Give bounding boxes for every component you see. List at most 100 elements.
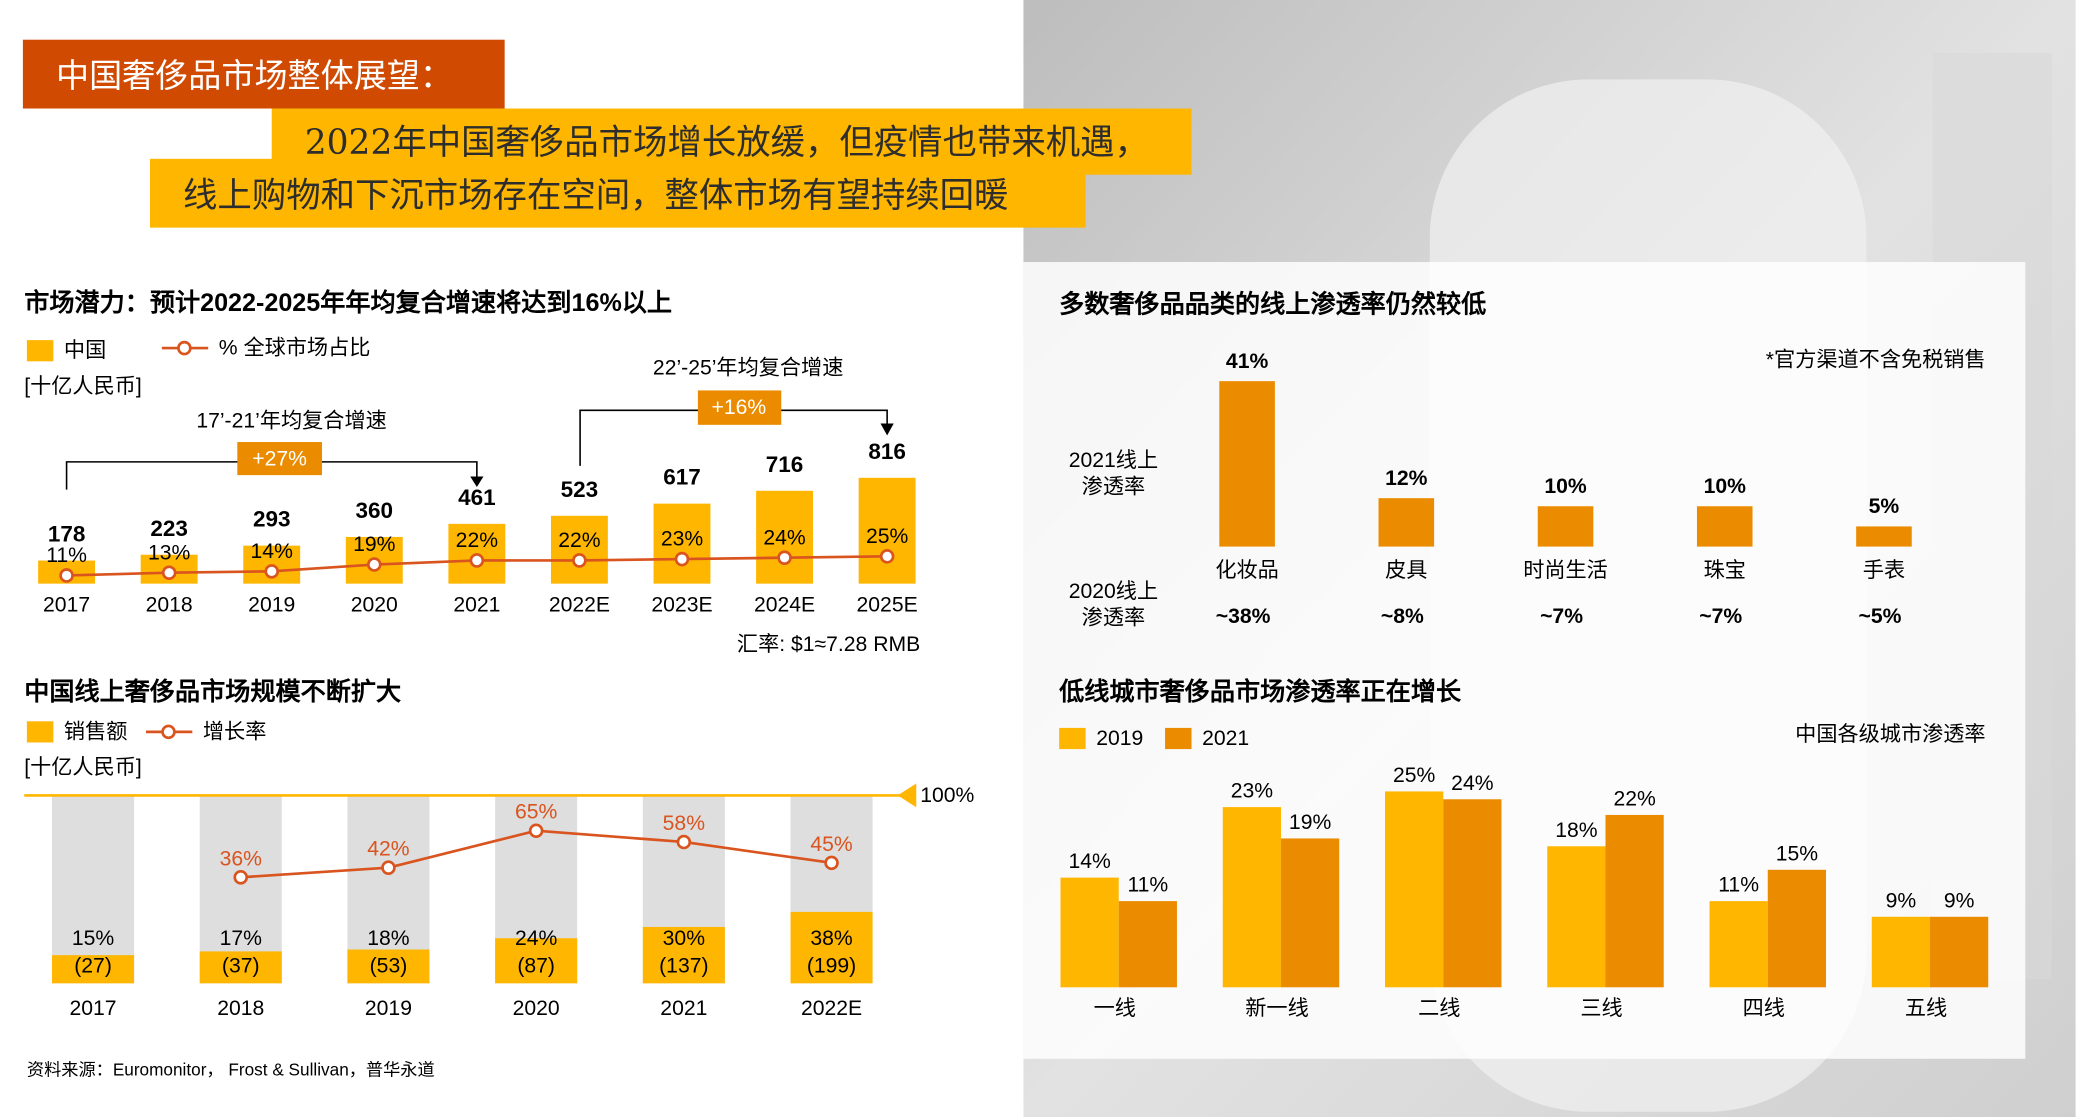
line-point: [264, 564, 279, 579]
data-label: 13%: [148, 541, 191, 564]
data-label: 14%: [251, 540, 294, 563]
x-tick-label: 2018: [146, 593, 193, 616]
bar: [1537, 506, 1594, 547]
row-label: 2021线上渗透率: [1068, 449, 1159, 499]
data-label: 24%: [763, 526, 806, 549]
bar: [858, 477, 916, 584]
legend-label: 2021: [1202, 727, 1249, 750]
bar: [1709, 901, 1768, 988]
bar: [790, 911, 873, 984]
data-label: ~7%: [1699, 605, 1742, 628]
bar: [1605, 814, 1664, 988]
arrow: [470, 476, 484, 488]
bar: [1443, 799, 1502, 988]
data-label: 461: [458, 485, 496, 510]
line-point: [59, 568, 74, 583]
full-bar: [52, 795, 135, 984]
data-label: 58%: [663, 812, 706, 835]
chart-title: 市场潜力：预计2022-2025年年均复合增速将达到16%以上: [24, 288, 672, 317]
bar: [1385, 791, 1444, 988]
legend-swatch: [1059, 727, 1086, 750]
data-label: 22%: [558, 529, 601, 552]
bar: [1767, 869, 1826, 988]
data-label: 25%: [866, 525, 909, 548]
data-label: 24%: [1451, 772, 1494, 795]
data-label: 12%: [1385, 467, 1428, 490]
x-tick-label: 手表: [1863, 558, 1905, 582]
annotation: +27%: [252, 448, 307, 471]
note: 中国各级城市渗透率: [1795, 722, 1985, 746]
x-tick-label: 2018: [217, 997, 264, 1020]
line-point: [381, 860, 396, 875]
data-label: 36%: [220, 847, 263, 870]
data-label: 11%: [46, 544, 87, 567]
reference-marker: [897, 783, 917, 808]
x-tick-label: 2022E: [549, 593, 610, 616]
legend-label: 2019: [1096, 727, 1143, 750]
x-tick-label: 2019: [365, 997, 412, 1020]
unit: [十亿人民币]: [24, 755, 142, 779]
headline: 2022年中国奢侈品市场增长放缓，但疫情也带来机遇，: [305, 123, 1149, 163]
bar: [642, 926, 725, 984]
source: 资料来源：Euromonitor， Frost & Sullivan，普华永道: [27, 1059, 435, 1079]
bar: [1930, 916, 1989, 988]
x-tick-label: 2022E: [801, 997, 862, 1020]
row-label-box: 2021线上渗透率: [1068, 449, 1159, 499]
line-point: [879, 549, 895, 564]
data-label: 617: [663, 465, 701, 490]
bar: [1547, 846, 1606, 988]
line-point: [367, 557, 382, 572]
row-label-box: 2020线上渗透率: [1069, 581, 1158, 630]
data-label: 18%: [1555, 819, 1598, 842]
line-point: [676, 834, 692, 850]
x-tick-label: 五线: [1905, 996, 1947, 1020]
data-label: 15%: [72, 927, 115, 950]
line-point: [674, 551, 690, 567]
annotation-box: [237, 442, 323, 476]
x-tick-label: 2020: [513, 997, 560, 1020]
data-label: 22%: [456, 529, 499, 552]
x-tick-label: 一线: [1094, 996, 1136, 1020]
chart-title: 多数奢侈品品类的线上渗透率仍然较低: [1059, 289, 1486, 318]
x-tick-label: 2019: [248, 593, 295, 616]
bar: [1060, 877, 1119, 988]
legend-swatch: [1165, 727, 1192, 750]
bar: [347, 949, 430, 984]
chart-title: 中国线上奢侈品市场规模不断扩大: [24, 677, 401, 706]
x-tick-label: 四线: [1743, 996, 1785, 1020]
arrow: [880, 423, 894, 436]
x-tick-label: 2025E: [857, 593, 918, 616]
bar: [52, 955, 135, 984]
x-tick-label: 时尚生活: [1523, 558, 1608, 582]
bar: [756, 490, 814, 584]
data-label: 716: [766, 452, 804, 477]
annotation-box: [697, 390, 782, 425]
bar: [1696, 506, 1753, 547]
line-point: [161, 565, 177, 581]
line-point: [528, 823, 544, 839]
data-label: ~38%: [1216, 605, 1271, 628]
data-label: 11%: [1718, 874, 1759, 897]
data-label: 30%: [663, 927, 706, 950]
x-tick-label: 2020: [351, 593, 398, 616]
bar: [199, 951, 282, 984]
bar: [1280, 838, 1340, 988]
data-label: 360: [356, 498, 394, 523]
legend-swatch: [26, 721, 54, 743]
x-tick-label: 二线: [1418, 996, 1460, 1020]
data-label: 178: [48, 522, 86, 547]
data-label: 23%: [1231, 780, 1274, 803]
data-label: 5%: [1869, 495, 1900, 518]
data-label: 45%: [810, 833, 853, 856]
data-label: 11%: [1127, 874, 1168, 897]
headline-box: [149, 158, 1086, 228]
bar: [653, 503, 711, 584]
legend-label: 销售额: [64, 719, 127, 743]
legend-label: % 全球市场占比: [219, 336, 371, 360]
line-point: [824, 855, 839, 871]
x-tick-label: 2024E: [754, 593, 815, 616]
data-label: 523: [561, 477, 599, 502]
legend-marker: [177, 340, 192, 356]
annotation: 22’-25’年均复合增速: [653, 355, 843, 379]
